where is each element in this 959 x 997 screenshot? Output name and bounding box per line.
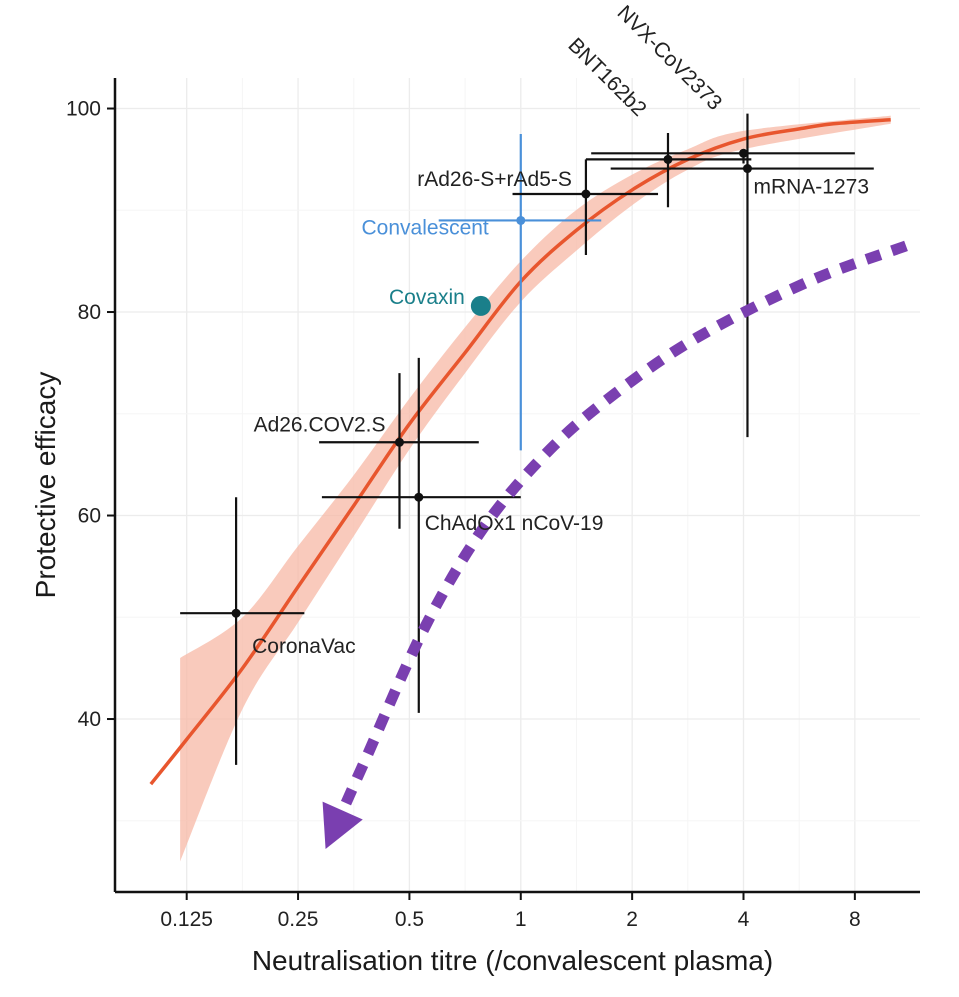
x-tick-label: 8 (849, 908, 861, 931)
label-covaxin: Covaxin (389, 286, 465, 309)
x-tick-label: 0.5 (395, 908, 424, 931)
error-bars (180, 113, 874, 765)
y-axis-label: Protective efficacy (30, 372, 61, 599)
annotation-arrow (337, 240, 908, 813)
label-convalescent: Convalescent (362, 216, 489, 239)
data-point (231, 608, 241, 618)
x-tick-label: 0.25 (278, 908, 319, 931)
x-tick-labels: 0.125 0.25 0.5 1 2 4 8 (160, 908, 860, 931)
annotation-arrow-head (322, 801, 363, 849)
fit-line (149, 117, 891, 786)
data-point (581, 189, 591, 199)
y-tick-label: 80 (78, 301, 101, 324)
label-coronavac: CoronaVac (252, 635, 356, 658)
data-point (394, 437, 404, 447)
grid (115, 78, 920, 892)
label-mrna-1273: mRNA-1273 (753, 176, 869, 199)
label-chadox1-ncov-19: ChAdOx1 nCoV-19 (425, 512, 604, 535)
y-tick-labels: 40 60 80 100 (66, 98, 101, 732)
x-tick-label: 0.125 (160, 908, 213, 931)
covaxin-point (470, 295, 491, 316)
data-point (414, 492, 424, 502)
data-point (742, 164, 752, 174)
y-tick-label: 40 (78, 708, 101, 731)
label-rad26-s-rad5-s: rAd26-S+rAd5-S (417, 168, 572, 191)
data-point (738, 148, 748, 158)
vaccine-labels: CoronaVac Ad26.COV2.S ChAdOx1 nCoV-19 Conva… (252, 1, 869, 658)
x-tick-label: 4 (738, 908, 750, 931)
x-tick-label: 1 (515, 908, 527, 931)
label-ad26-cov2-s: Ad26.COV2.S (254, 413, 386, 436)
data-points (231, 148, 752, 618)
x-tick-label: 2 (626, 908, 638, 931)
y-tick-label: 60 (78, 505, 101, 528)
axes (107, 78, 920, 900)
data-point (663, 154, 673, 164)
data-point (516, 215, 526, 225)
error-bar (180, 497, 305, 765)
fit-confidence-band (180, 115, 891, 862)
error-bar (610, 113, 874, 438)
x-axis-label: Neutralisation titre (/convalescent plas… (252, 945, 773, 976)
y-tick-label: 100 (66, 98, 101, 121)
